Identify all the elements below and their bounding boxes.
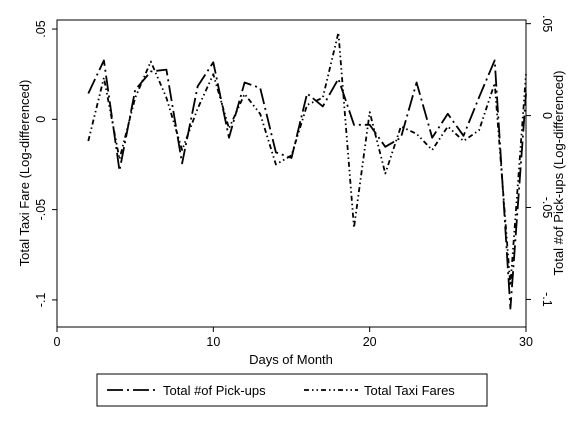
- y-axis-left-tick-label: 0: [34, 116, 48, 123]
- y-axis-right-tick-label: .05: [540, 15, 554, 32]
- y-axis-left-tick-label: -.1: [34, 293, 48, 308]
- legend-label-total-of-pick-ups: Total #of Pick-ups: [163, 383, 266, 398]
- axes-layer: 0 10 20 30 .05 0 -.05 -.1 .05 0 -.05 -.1: [34, 15, 554, 349]
- series-line-total-of-pick-ups: [87, 59, 527, 310]
- y-axis-left-tick-label: -.05: [34, 199, 48, 221]
- x-axis-tick-label: 0: [54, 335, 61, 349]
- legend-items: Total #of Pick-ups Total Taxi Fares: [107, 383, 455, 398]
- y-axis-right-tick-label: -.05: [540, 197, 554, 219]
- x-axis-tick-label: 20: [363, 335, 377, 349]
- y-axis-left-tick-label: .05: [34, 20, 48, 37]
- x-axis-tick-label: 30: [519, 335, 533, 349]
- x-axis-title: Days of Month: [249, 352, 333, 367]
- series-layer: [87, 31, 527, 310]
- y-axis-right-title: Total #of Pick-ups (Log-differenced): [551, 71, 566, 276]
- series-line-total-taxi-fares: [87, 31, 527, 287]
- legend: Total #of Pick-ups Total Taxi Fares: [96, 373, 488, 407]
- legend-box: [96, 373, 488, 407]
- plot-area-frame: [56, 19, 527, 328]
- y-axis-right-tick-label: 0: [540, 112, 554, 119]
- x-axis-tick-label: 10: [206, 335, 220, 349]
- y-axis-right-tick-label: -.1: [540, 292, 554, 307]
- legend-label-total-taxi-fares: Total Taxi Fares: [364, 383, 455, 398]
- y-axis-left-title: Total Taxi Fare (Log-differenced): [17, 80, 32, 267]
